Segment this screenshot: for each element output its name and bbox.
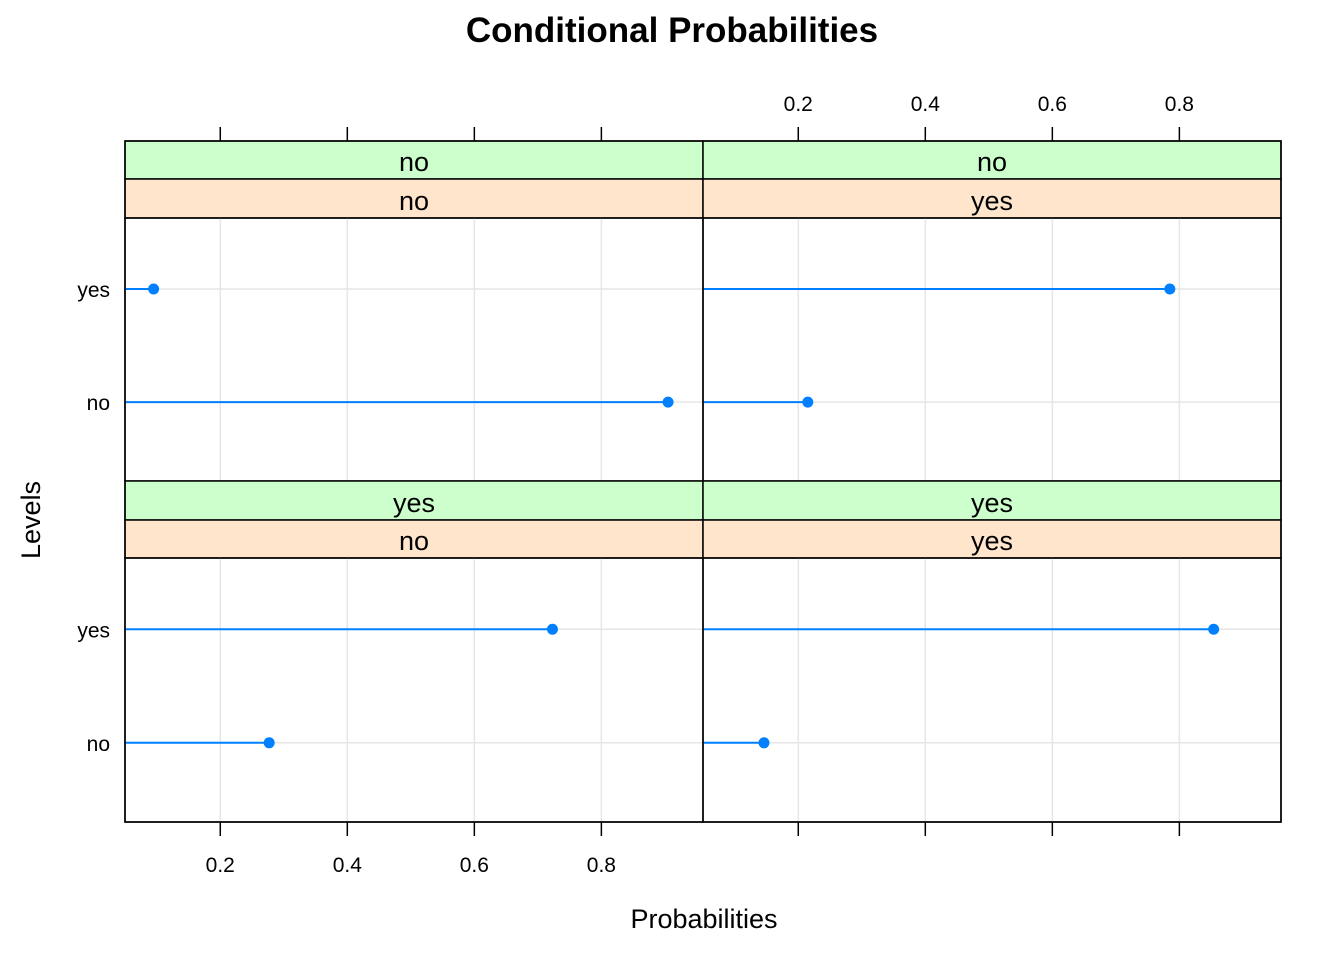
y-tick-label-yes: yes xyxy=(77,279,110,302)
panel-border xyxy=(702,557,1282,823)
strip-outer xyxy=(124,140,704,180)
strip-inner-label: yes xyxy=(971,526,1013,556)
strip-outer-label: yes xyxy=(393,488,435,518)
plot-frame xyxy=(124,140,1282,823)
data-point-yes xyxy=(1208,623,1220,635)
strip-inner xyxy=(124,178,704,219)
data-point-yes xyxy=(1164,283,1176,295)
strip-outer-label: no xyxy=(977,147,1007,177)
panel-border xyxy=(702,217,1282,482)
strip-inner-label: yes xyxy=(971,186,1013,216)
strip-outer-label: no xyxy=(399,147,429,177)
data-point-no xyxy=(263,737,275,749)
panel-border xyxy=(124,217,704,482)
x-tick-label-top: 0.6 xyxy=(1038,93,1067,116)
strip-inner xyxy=(702,519,1282,559)
strip-outer xyxy=(702,480,1282,521)
x-tick-label-bottom: 0.6 xyxy=(460,854,489,877)
x-tick-label-bottom: 0.8 xyxy=(587,854,616,877)
strip-outer-label: yes xyxy=(971,488,1013,518)
y-tick-label-no: no xyxy=(87,392,110,415)
chart-title: Conditional Probabilities xyxy=(466,11,878,50)
x-axis-title: Probabilities xyxy=(630,904,777,934)
x-tick-label-top: 0.2 xyxy=(784,93,813,116)
x-tick-label-bottom: 0.4 xyxy=(333,854,363,877)
data-point-no xyxy=(802,396,814,408)
x-tick-label-top: 0.4 xyxy=(911,93,941,116)
x-tick-label-top: 0.8 xyxy=(1165,93,1194,116)
strip-inner-label: no xyxy=(399,526,429,556)
data-point-yes xyxy=(148,283,160,295)
panel-border xyxy=(124,557,704,823)
data-point-no xyxy=(758,737,770,749)
y-tick-label-yes: yes xyxy=(77,619,110,642)
y-tick-label-no: no xyxy=(87,733,110,756)
y-axis-title: Levels xyxy=(16,481,46,559)
plot-area: no no no yes yes no yes yes no yes no yes 0.2 0.4 0.6 0… xyxy=(77,93,1282,877)
data-point-yes xyxy=(546,623,558,635)
x-tick-label-bottom: 0.2 xyxy=(206,854,235,877)
data-point-no xyxy=(662,396,674,408)
strip-inner-label: no xyxy=(399,186,429,216)
